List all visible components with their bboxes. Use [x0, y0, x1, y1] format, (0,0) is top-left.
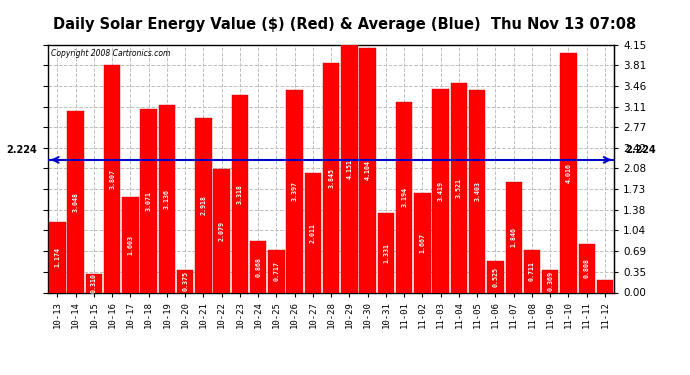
Bar — [359, 48, 376, 292]
Text: 3.194: 3.194 — [401, 187, 407, 207]
Bar — [433, 88, 449, 292]
Bar — [268, 250, 285, 292]
Bar — [487, 261, 504, 292]
Bar — [342, 45, 357, 292]
Text: 0.808: 0.808 — [584, 258, 590, 278]
Bar — [159, 105, 175, 292]
Text: 4.104: 4.104 — [365, 160, 371, 180]
Text: Copyright 2008 Cartronics.com: Copyright 2008 Cartronics.com — [51, 49, 170, 58]
Text: 1.603: 1.603 — [128, 235, 133, 255]
Text: 2.079: 2.079 — [219, 220, 225, 240]
Text: 3.807: 3.807 — [109, 169, 115, 189]
Text: 3.419: 3.419 — [437, 180, 444, 201]
Bar — [250, 241, 266, 292]
Bar — [104, 66, 120, 292]
Bar — [122, 197, 139, 292]
Bar — [49, 222, 66, 292]
Text: 3.071: 3.071 — [146, 191, 152, 211]
Bar — [86, 274, 102, 292]
Text: Daily Solar Energy Value ($) (Red) & Average (Blue)  Thu Nov 13 07:08: Daily Solar Energy Value ($) (Red) & Ave… — [53, 17, 637, 32]
Text: 0.375: 0.375 — [182, 272, 188, 291]
Bar — [396, 102, 413, 292]
Bar — [377, 213, 394, 292]
Text: 1.331: 1.331 — [383, 243, 389, 263]
Bar — [286, 90, 303, 292]
Text: 3.521: 3.521 — [456, 177, 462, 198]
Bar — [232, 94, 248, 292]
Text: 0.868: 0.868 — [255, 256, 262, 277]
Text: 1.667: 1.667 — [420, 233, 426, 253]
Bar — [506, 182, 522, 292]
Text: 2.224: 2.224 — [625, 145, 655, 155]
Text: 3.318: 3.318 — [237, 183, 243, 204]
Text: 3.845: 3.845 — [328, 168, 334, 188]
Bar — [524, 250, 540, 292]
Text: 2.918: 2.918 — [200, 195, 206, 216]
Text: 4.016: 4.016 — [566, 163, 571, 183]
Bar — [560, 53, 577, 292]
Text: 1.174: 1.174 — [55, 248, 61, 267]
Text: 1.846: 1.846 — [511, 228, 517, 248]
Text: 0.310: 0.310 — [91, 273, 97, 293]
Bar — [195, 118, 212, 292]
Text: 3.136: 3.136 — [164, 189, 170, 209]
Bar — [542, 270, 558, 292]
Text: 2.224: 2.224 — [7, 145, 37, 155]
Text: 3.397: 3.397 — [292, 181, 297, 201]
Text: 2.011: 2.011 — [310, 222, 316, 243]
Bar — [469, 90, 486, 292]
Text: 4.151: 4.151 — [346, 159, 353, 179]
Text: 0.369: 0.369 — [547, 272, 553, 291]
Text: 0.525: 0.525 — [493, 267, 498, 287]
Bar — [141, 110, 157, 292]
Bar — [213, 168, 230, 292]
Text: 0.711: 0.711 — [529, 261, 535, 281]
Text: 3.403: 3.403 — [474, 181, 480, 201]
Bar — [451, 82, 467, 292]
Bar — [578, 244, 595, 292]
Bar — [68, 111, 84, 292]
Text: 3.048: 3.048 — [72, 192, 79, 211]
Bar — [597, 279, 613, 292]
Text: 0.717: 0.717 — [273, 261, 279, 281]
Bar — [177, 270, 193, 292]
Bar — [414, 193, 431, 292]
Bar — [305, 172, 321, 292]
Bar — [323, 63, 339, 292]
